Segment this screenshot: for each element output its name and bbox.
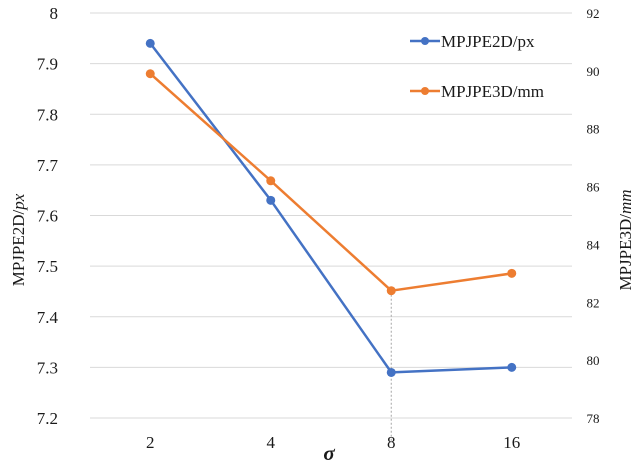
legend-item-3d: MPJPE3D/mm <box>410 82 544 101</box>
right-tick-label: 82 <box>587 295 600 310</box>
left-tick-label: 7.2 <box>37 409 58 428</box>
left-tick-label: 7.8 <box>37 105 58 124</box>
left-tick-label: 7.3 <box>37 358 58 377</box>
right-axis-title-main: MPJPE3D/ <box>616 214 635 291</box>
right-tick-label: 80 <box>587 353 600 368</box>
data-point <box>386 286 396 296</box>
right-tick-label: 92 <box>587 6 600 21</box>
left-axis-ticks: 7.2 7.3 7.4 7.5 7.6 7.7 7.8 7.9 8 <box>37 4 59 428</box>
x-axis-title: σ <box>323 441 335 465</box>
left-tick-label: 7.7 <box>37 156 59 175</box>
right-tick-label: 88 <box>587 122 600 137</box>
x-tick-label: 2 <box>146 433 155 452</box>
right-tick-label: 78 <box>587 411 600 426</box>
grid-lines <box>90 12 572 419</box>
series <box>145 38 517 377</box>
right-tick-label: 90 <box>587 64 600 79</box>
left-tick-label: 7.5 <box>37 257 58 276</box>
series-2 <box>145 69 517 296</box>
legend-label-3d: MPJPE3D/mm <box>441 82 544 101</box>
data-point <box>507 362 517 372</box>
right-tick-label: 84 <box>587 237 601 252</box>
right-axis-title: MPJPE3D/mm <box>616 189 635 290</box>
left-tick-label: 7.4 <box>37 308 59 327</box>
left-axis-title: MPJPE2D/px <box>9 193 28 286</box>
data-point <box>386 367 396 377</box>
legend-marker-3d <box>421 87 429 95</box>
left-axis-title-main: MPJPE2D/ <box>9 209 28 286</box>
left-axis-title-unit: px <box>9 193 28 211</box>
data-point <box>266 176 276 186</box>
legend-marker-2d <box>421 37 429 45</box>
data-point <box>145 69 155 79</box>
right-axis-ticks: 78 80 82 84 86 88 90 92 <box>587 6 601 426</box>
left-tick-label: 7.9 <box>37 55 58 74</box>
data-point <box>145 38 155 48</box>
right-axis-title-unit: mm <box>616 189 635 214</box>
x-tick-label: 4 <box>267 433 276 452</box>
series-line <box>149 42 512 374</box>
x-tick-label: 8 <box>387 433 396 452</box>
x-axis-ticks: 2 4 8 16 <box>146 433 520 452</box>
legend-item-2d: MPJPE2D/px <box>410 32 535 51</box>
data-point <box>507 268 517 278</box>
data-point <box>266 195 276 205</box>
legend: MPJPE2D/px MPJPE3D/mm <box>410 32 544 101</box>
legend-label-2d: MPJPE2D/px <box>441 32 535 51</box>
series-1 <box>145 38 517 377</box>
right-tick-label: 86 <box>587 180 601 195</box>
x-tick-label: 16 <box>503 433 520 452</box>
series-line <box>149 72 512 292</box>
left-tick-label: 8 <box>50 4 59 23</box>
left-tick-label: 7.6 <box>37 207 58 226</box>
